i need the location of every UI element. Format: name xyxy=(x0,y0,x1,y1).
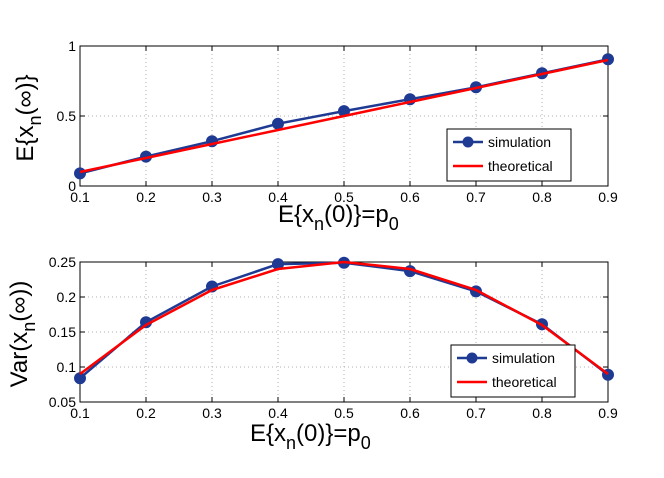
x-axis-label-sub: n xyxy=(286,433,296,453)
x-axis-label-sub2: 0 xyxy=(389,214,399,234)
x-tick-label: 0.3 xyxy=(202,189,222,205)
x-tick-label: 0.6 xyxy=(400,189,420,205)
data-point-simulation xyxy=(602,53,614,66)
data-point-simulation xyxy=(74,372,86,385)
y-tick-label: 1 xyxy=(68,38,76,54)
x-tick-label: 0.6 xyxy=(400,405,420,421)
y-axis-label: Var(xn(∞)) xyxy=(6,281,39,388)
chart-panel-2: 0.1 0.2 0.3 0.4 0.5 0.6 0.7 0.8 0.90.050.10.150.… xyxy=(6,254,618,453)
x-tick-label: 0.2 xyxy=(136,189,156,205)
x-tick-label: 0.9 xyxy=(598,405,618,421)
x-axis-label-rest: (0)}=p xyxy=(296,420,361,447)
y-tick-label: 0.15 xyxy=(49,324,76,340)
y-tick-label: 0.05 xyxy=(49,394,76,410)
x-tick-label: 0.9 xyxy=(598,189,618,205)
x-tick-label: 0.2 xyxy=(136,405,156,421)
y-axis-label-main: Var(x xyxy=(6,332,33,388)
x-tick-label: 0.8 xyxy=(532,189,552,205)
legend-label-theoretical: theoretical xyxy=(488,158,553,174)
y-axis-label: E{xn(∞)} xyxy=(12,74,45,161)
y-tick-label: 0.1 xyxy=(57,359,77,375)
x-tick-label: 0.5 xyxy=(334,405,354,421)
x-axis-label: E{xn(0)}=p0 xyxy=(250,420,371,453)
y-tick-label: 0 xyxy=(68,178,76,194)
legend-label-theoretical: theoretical xyxy=(492,374,557,390)
y-tick-label: 0.25 xyxy=(49,254,76,270)
x-tick-label: 0.1 xyxy=(70,189,90,205)
x-axis-label-sub: n xyxy=(314,214,324,234)
legend-label-simulation: simulation xyxy=(488,134,551,150)
x-tick-label: 0.5 xyxy=(334,189,354,205)
x-tick-label: 0.7 xyxy=(466,405,486,421)
y-axis-label-main: E{x xyxy=(12,126,39,162)
x-tick-label: 0.4 xyxy=(268,189,288,205)
series-line-theoretical xyxy=(79,58,609,174)
x-axis-label: E{xn(0)}=p0 xyxy=(278,201,399,234)
x-axis-label-main: E{x xyxy=(250,420,286,447)
legend-marker-simulation xyxy=(462,136,474,148)
y-tick-label: 0.5 xyxy=(57,108,77,124)
x-axis-label-rest: (0)}=p xyxy=(324,201,389,228)
x-tick-label: 0.4 xyxy=(268,405,288,421)
x-axis-label-main: E{x xyxy=(278,201,314,228)
legend-marker-simulation xyxy=(466,352,478,364)
legend-label-simulation: simulation xyxy=(492,350,555,366)
series-line-theoretical xyxy=(79,260,609,376)
data-point-simulation xyxy=(74,167,86,180)
x-tick-label: 0.8 xyxy=(532,405,552,421)
y-axis-label-rest: (∞)) xyxy=(6,281,33,322)
data-point-simulation xyxy=(272,117,284,130)
y-tick-label: 0.2 xyxy=(57,289,77,305)
y-axis-label-rest: (∞)} xyxy=(12,74,39,115)
y-axis-label-sub: n xyxy=(25,116,45,126)
x-tick-label: 0.3 xyxy=(202,405,222,421)
y-axis-label-sub: n xyxy=(19,322,39,332)
legend: simulation theoretical xyxy=(450,344,576,398)
x-tick-label: 0.1 xyxy=(70,405,90,421)
x-tick-label: 0.7 xyxy=(466,189,486,205)
x-axis-label-sub2: 0 xyxy=(361,433,371,453)
legend: simulation theoretical xyxy=(446,128,572,182)
chart-panel-1: 0.1 0.2 0.3 0.4 0.5 0.6 0.7 0.8 0.9 0 0.5 1 simulati… xyxy=(12,38,618,234)
